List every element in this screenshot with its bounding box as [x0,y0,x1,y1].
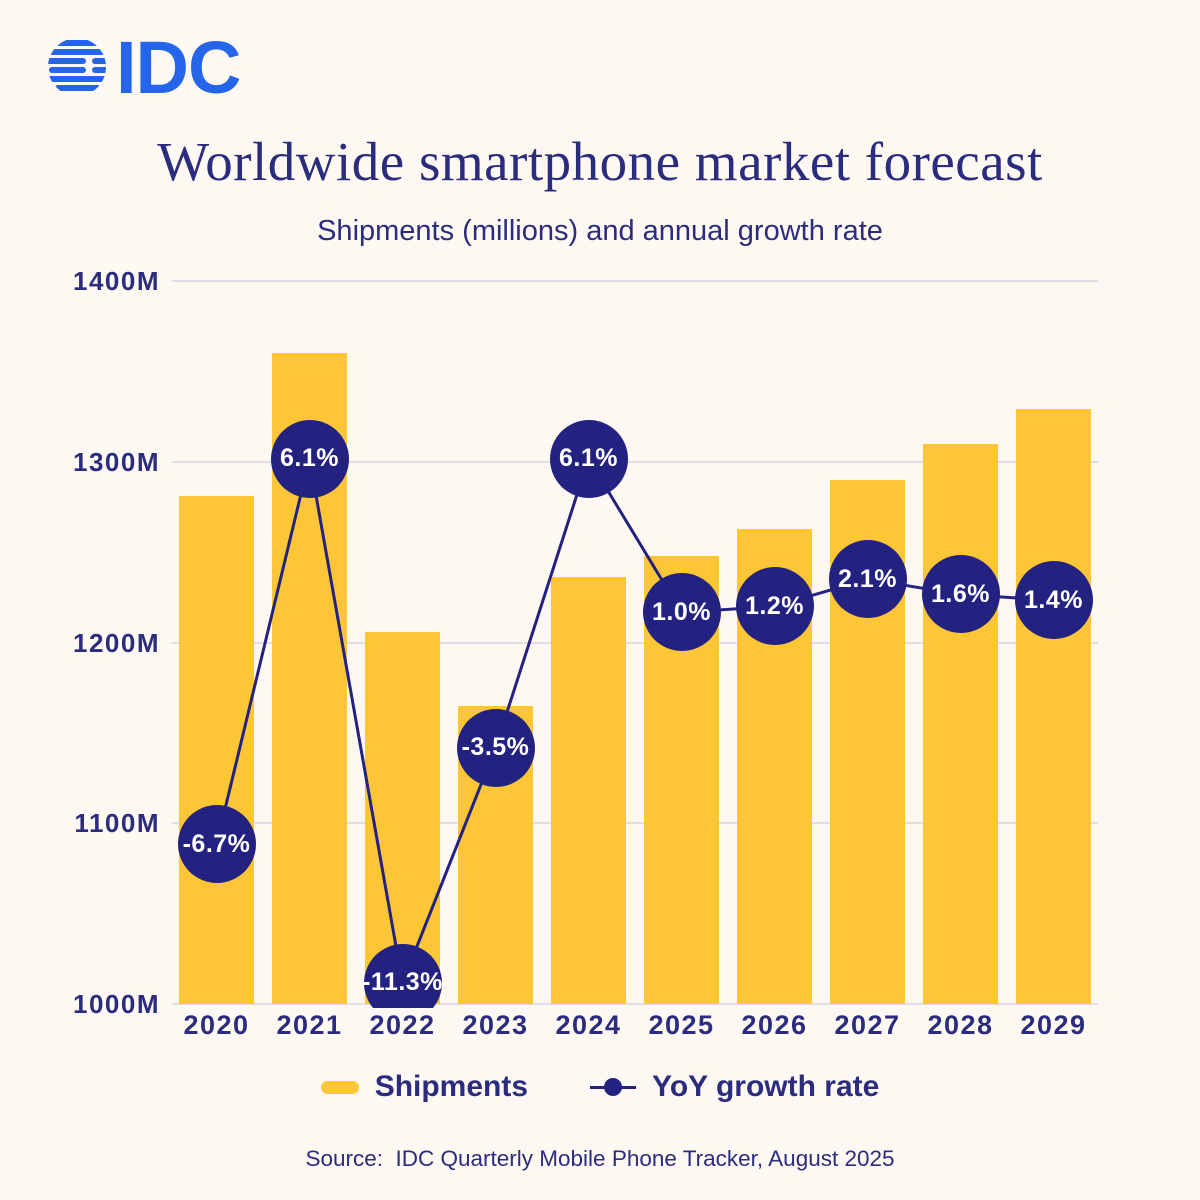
growth-marker-2020: -6.7% [177,805,256,884]
x-tick-2023: 2023 [462,1010,529,1040]
bar-2024 [551,577,626,1004]
x-tick-2028: 2028 [927,1010,994,1040]
x-tick-2020: 2020 [183,1010,250,1040]
legend-item-shipments: Shipments [320,1070,529,1104]
growth-marker-2026: 1.2% [735,567,814,646]
growth-line-dot-icon [590,1078,637,1096]
gridline-1000M [172,1003,1098,1005]
x-tick-2024: 2024 [555,1010,622,1040]
x-tick-2027: 2027 [834,1010,901,1040]
growth-marker-2023: -3.5% [456,708,535,787]
growth-marker-2028: 1.6% [921,555,1000,634]
x-tick-2025: 2025 [648,1010,715,1040]
y-tick-1400M: 1400M [73,266,160,296]
growth-marker-2025: 1.0% [642,573,721,652]
idc-logo-text: IDC [116,34,240,100]
x-tick-2029: 2029 [1020,1010,1087,1040]
growth-marker-2024: 6.1% [549,419,628,498]
y-tick-1200M: 1200M [73,627,160,658]
idc-logo: IDC [46,34,282,100]
source-note: Source: IDC Quarterly Mobile Phone Track… [305,1146,895,1171]
y-tick-1300M: 1300M [73,446,160,477]
chart-plot-area: -6.7% 6.1% -11.3% -3.5% 6.1% 1.0% 1.2% 2.1% 1.6%… [170,281,1100,1008]
bar-2020 [179,496,254,1004]
bar-2029 [1016,409,1091,1004]
shipments-swatch-icon [320,1080,359,1094]
page-subtitle: Shipments (millions) and annual growth r… [317,215,883,247]
legend-item-growth: YoY growth rate [590,1070,879,1104]
y-tick-1000M: 1000M [73,989,160,1019]
growth-marker-2029: 1.4% [1014,561,1093,640]
gridline-1400M [172,280,1098,282]
growth-marker-2027: 2.1% [828,540,907,619]
striped-globe-icon: IDC [48,34,241,100]
growth-marker-2022: -11.3% [362,943,442,1008]
x-tick-2021: 2021 [276,1010,343,1040]
page-title: Worldwide smartphone market forecast [157,131,1043,192]
bar-2028 [923,443,998,1004]
legend-growth-label: YoY growth rate [652,1070,880,1103]
x-tick-2022: 2022 [369,1010,436,1040]
growth-marker-2021: 6.1% [270,419,349,498]
x-tick-2026: 2026 [741,1010,808,1040]
legend-shipments-label: Shipments [374,1070,529,1103]
chart-legend: Shipments YoY growth rate [0,1070,1200,1104]
y-tick-1100M: 1100M [74,808,160,839]
